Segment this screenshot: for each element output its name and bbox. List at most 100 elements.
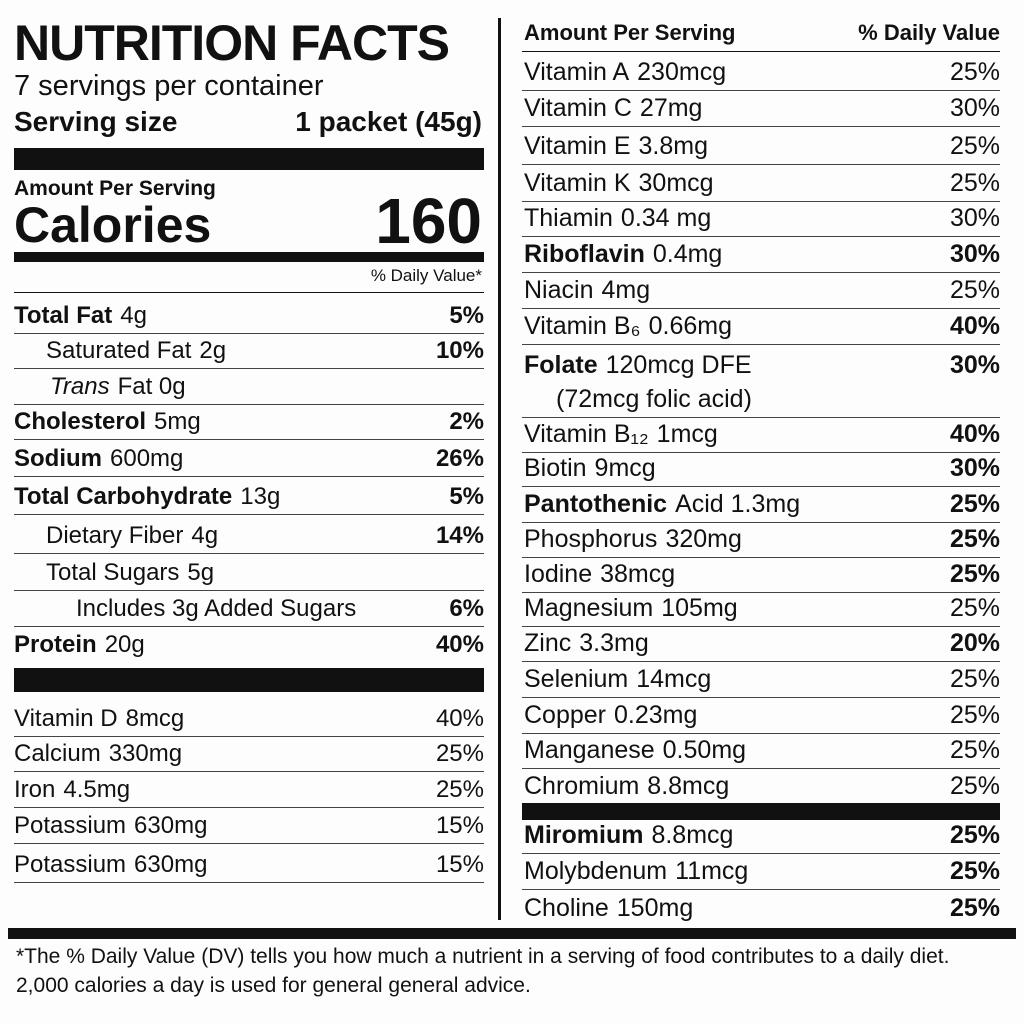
nutrient-name: Trans: [50, 372, 110, 400]
nutrient-row: Potassium 630mg 15%: [14, 808, 484, 844]
nutrient-amount: 14mcg: [636, 665, 712, 693]
nutrient-dv: 25%: [949, 490, 1000, 518]
nutrient-dv: 25%: [949, 665, 1000, 693]
nutrient-row: Chromium 8.8mcg 25%: [522, 768, 1000, 804]
nutrient-amount: 4mg: [601, 276, 651, 304]
nutrient-amount: 1mcg: [656, 420, 718, 448]
nutrient-dv: 26%: [435, 444, 484, 472]
nutrient-name: Miromium: [524, 821, 644, 849]
nutrient-name: Vitamin C: [524, 94, 632, 122]
nutrient-row: Total Sugars 5g: [14, 555, 484, 591]
nutrient-name: Magnesium: [524, 594, 654, 622]
nutrient-dv: 40%: [435, 631, 484, 658]
nutrient-dv: 30%: [949, 454, 1000, 482]
nutrient-dv: 5%: [449, 482, 484, 510]
nutrient-name: Chromium: [524, 771, 640, 800]
nutrient-row: Vitamin K 30mcg 25%: [522, 166, 1000, 202]
nutrient-row: Dietary Fiber 4g 14%: [14, 518, 484, 554]
nutrient-name: Iodine: [524, 560, 593, 588]
nutrient-row: Vitamin B₁₂ 1mcg 40%: [522, 417, 1000, 453]
right-amount-label: Amount Per Serving: [524, 20, 736, 45]
nutrient-amount: 0.4mg: [652, 240, 723, 268]
nutrient-dv: 25%: [949, 169, 1000, 197]
nutrient-name: Vitamin D: [14, 704, 118, 732]
nutrient-name: Total Sugars: [46, 558, 180, 586]
nutrient-dv: 10%: [435, 336, 484, 364]
nutrient-amount: 0.66mg: [648, 312, 733, 340]
nutrient-name: Biotin: [524, 454, 587, 482]
nutrient-name: Vitamin A: [524, 58, 630, 86]
nutrient-amount: 320mg: [665, 525, 742, 553]
nutrient-amount: Fat 0g: [117, 372, 186, 400]
nutrient-row: Calcium 330mg 25%: [14, 736, 484, 772]
nutrient-dv: 40%: [435, 704, 484, 732]
nutrient-dv: 40%: [949, 420, 1000, 448]
nutrient-name: Iron: [14, 775, 56, 803]
nutrient-amount: 4g: [120, 301, 147, 329]
dv-header: % Daily Value*: [370, 266, 482, 285]
nutrient-dv: 25%: [949, 857, 1000, 885]
nutrient-dv: 6%: [449, 594, 484, 622]
nutrient-name: Molybdenum: [524, 857, 668, 885]
nutrient-dv: 20%: [949, 629, 1000, 657]
nutrient-note: (72mcg folic acid): [522, 382, 1000, 418]
nutrient-name: Total Fat: [14, 301, 113, 329]
rule: [522, 803, 1000, 820]
nutrient-row: Total Fat 4g 5%: [14, 298, 484, 334]
nutrient-amount: Acid 1.3mg: [675, 490, 801, 518]
nutrient-row: Niacin 4mg 25%: [522, 273, 1000, 309]
nutrient-row: Copper 0.23mg 25%: [522, 698, 1000, 734]
nutrient-amount: 8mcg: [125, 704, 185, 732]
nutrient-amount: 4g: [191, 521, 219, 549]
nutrient-amount: 120mcg DFE: [605, 350, 752, 379]
nutrient-name: Copper: [524, 701, 606, 729]
nutrient-dv: 15%: [435, 811, 484, 839]
nutrient-amount: 3.8mg: [638, 132, 709, 160]
nutrient-name: Thiamin: [524, 204, 613, 232]
nutrient-amount: 105mg: [661, 594, 738, 622]
serving-value: 1 packet (45g): [295, 106, 482, 137]
nutrient-name: Niacin: [524, 276, 594, 304]
nutrient-row: Saturated Fat 2g 10%: [14, 333, 484, 369]
nutrient-dv: 25%: [949, 132, 1000, 160]
nutrient-dv: 25%: [435, 775, 484, 803]
nutrient-amount: 30mcg: [638, 169, 714, 197]
nutrient-dv: 15%: [435, 850, 484, 878]
nutrient-name: Vitamin E: [524, 132, 631, 160]
nutrient-name: Riboflavin: [524, 240, 645, 268]
nutrient-name: Phosphorus: [524, 525, 658, 553]
nutrient-name: Zinc: [524, 629, 572, 657]
nutrient-row: Vitamin A 230mcg 25%: [522, 55, 1000, 91]
nutrient-row: Iodine 38mcg 25%: [522, 557, 1000, 593]
nutrient-dv: 25%: [949, 736, 1000, 764]
nutrient-amount: 0.23mg: [614, 701, 698, 729]
nutrient-amount: 630mg: [134, 850, 208, 878]
nutrient-row: Pantothenic Acid 1.3mg 25%: [522, 487, 1000, 523]
nutrient-amount: 3.3mg: [579, 629, 649, 657]
nutrient-name: Potassium: [14, 811, 127, 839]
nutrient-row: Biotin 9mcg 30%: [522, 451, 1000, 487]
nutrient-amount: 4.5mg: [63, 775, 131, 803]
nutrient-row: Phosphorus 320mg 25%: [522, 522, 1000, 558]
divider: [498, 18, 501, 920]
nutrient-dv: 25%: [949, 276, 1000, 304]
nutrient-name: Total Carbohydrate: [14, 482, 233, 510]
nutrient-dv: 30%: [949, 240, 1000, 268]
nutrient-dv: 25%: [949, 560, 1000, 588]
nutrient-row: Vitamin C 27mg 30%: [522, 91, 1000, 127]
rule: [14, 668, 484, 692]
nutrient-dv: 2%: [449, 407, 484, 435]
nutrient-name: Manganese: [524, 736, 655, 764]
rule: [14, 148, 484, 170]
nutrient-amount: 330mg: [108, 739, 183, 767]
nutrient-name: Calcium: [14, 739, 101, 767]
nutrient-amount: 8.8mcg: [651, 821, 734, 849]
nutrient-dv: 5%: [449, 301, 484, 329]
nutrient-amount: 9mcg: [594, 454, 656, 482]
rule: [14, 252, 484, 262]
nutrient-row: Riboflavin 0.4mg 30%: [522, 237, 1000, 273]
nutrient-name: Potassium: [14, 850, 127, 878]
nutrient-amount: 11mcg: [675, 857, 749, 885]
nutrient-dv: 25%: [949, 594, 1000, 622]
nutrient-dv: 25%: [949, 58, 1000, 86]
